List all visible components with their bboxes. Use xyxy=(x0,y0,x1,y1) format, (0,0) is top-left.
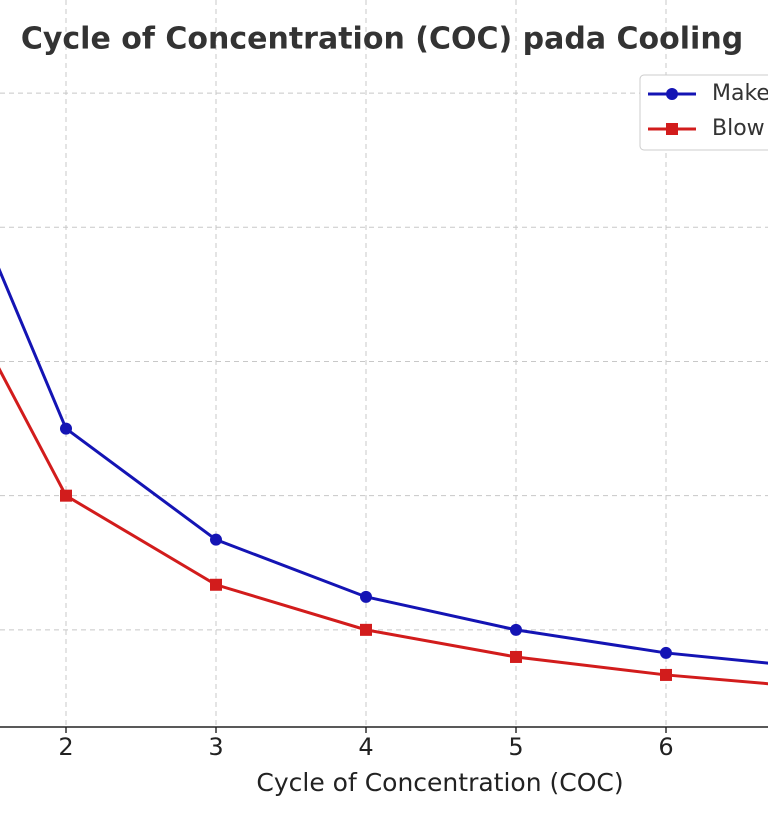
x-tick-label: 2 xyxy=(58,733,73,761)
marker xyxy=(660,646,672,659)
legend-label: Make xyxy=(712,81,768,106)
chart-title: Cycle of Concentration (COC) pada Coolin… xyxy=(21,22,743,57)
x-tick-label: 4 xyxy=(358,733,373,761)
legend-label: Blow xyxy=(712,116,765,141)
marker xyxy=(510,650,522,663)
marker xyxy=(360,623,372,636)
marker xyxy=(60,422,72,435)
x-tick-label: 6 xyxy=(658,733,673,761)
plot-area xyxy=(0,267,768,686)
marker xyxy=(210,578,222,591)
x-tick-label: 5 xyxy=(508,733,523,761)
marker xyxy=(360,590,372,603)
marker xyxy=(666,88,678,100)
marker xyxy=(210,533,222,546)
marker xyxy=(510,623,522,636)
legend: Make Blow xyxy=(639,74,768,151)
series-line xyxy=(0,367,768,686)
x-tick-label: 3 xyxy=(208,733,223,761)
marker xyxy=(60,489,72,502)
marker xyxy=(666,123,678,135)
x-axis-label: Cycle of Concentration (COC) xyxy=(256,768,623,797)
marker xyxy=(660,668,672,681)
series-line xyxy=(0,267,768,665)
